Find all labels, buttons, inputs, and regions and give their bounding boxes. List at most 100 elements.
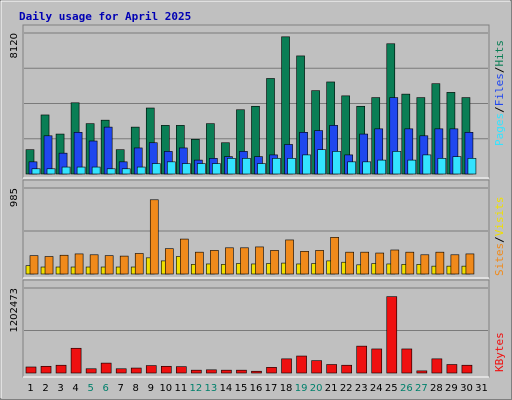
kbytes-bar-kbytes — [356, 345, 368, 374]
x-tick-label: 21 — [325, 383, 338, 394]
x-tick-label: 22 — [340, 383, 353, 394]
visits-sites-bar-sites — [360, 251, 370, 275]
pages-files-hits-bar-pages — [272, 158, 281, 175]
kbytes-bar-kbytes — [296, 355, 307, 374]
kbytes-bar-kbytes — [145, 365, 157, 374]
x-tick-label: 23 — [355, 383, 368, 394]
visits-sites-legend-entry: / — [493, 236, 506, 243]
x-tick-label: 17 — [265, 383, 278, 394]
x-tick-label: 10 — [159, 383, 172, 394]
kbytes-bar-kbytes — [130, 367, 142, 374]
x-tick-label: 7 — [118, 383, 124, 394]
pages-files-hits-legend-entry: Pages — [493, 113, 506, 146]
x-tick-label: 26 — [400, 383, 413, 394]
kbytes-bar-kbytes — [251, 370, 262, 374]
visits-sites-bar-sites — [104, 255, 114, 275]
visits-sites-bar-sites — [345, 251, 354, 275]
kbytes-bar-kbytes — [461, 364, 473, 374]
visits-sites-bar-sites — [29, 255, 39, 275]
visits-sites-bar-sites — [180, 238, 189, 275]
x-tick-label: 16 — [250, 383, 263, 394]
kbytes-bar-kbytes — [416, 370, 428, 374]
visits-sites-bar-sites — [164, 248, 174, 275]
chart-title: Daily usage for April 2025 — [19, 10, 191, 23]
kbytes-bar-kbytes — [85, 368, 97, 374]
visits-sites-legend-entry: Visits — [493, 197, 506, 237]
pages-files-hits-legend-entry: / — [493, 106, 506, 113]
pages-files-hits-bar-pages — [377, 159, 387, 175]
visits-sites-legend-entry: Sites — [493, 243, 506, 276]
x-tick-label: 4 — [72, 383, 78, 394]
pages-files-hits-bar-pages — [407, 159, 417, 175]
kbytes-bar-kbytes — [401, 348, 413, 374]
x-tick-label: 11 — [174, 383, 187, 394]
pages-files-hits-legend-entry: Hits — [493, 40, 506, 67]
visits-sites-legend: Sites/Visits — [493, 197, 506, 277]
pages-files-hits-bar-pages — [166, 161, 176, 175]
kbytes-legend: KBytes — [493, 332, 506, 372]
pages-files-hits-legend-entry: / — [493, 67, 506, 74]
visits-sites-bar-sites — [420, 254, 430, 275]
x-tick-label: 13 — [205, 383, 218, 394]
pages-files-hits-ymax-label: 8120 — [9, 33, 20, 58]
x-tick-label: 28 — [430, 383, 443, 394]
pages-files-hits-bar-pages — [91, 166, 101, 175]
pages-files-hits-bar-pages — [227, 158, 236, 175]
pages-files-hits-bar-pages — [467, 158, 477, 175]
x-tick-label: 30 — [460, 383, 473, 394]
x-tick-label: 15 — [235, 383, 248, 394]
pages-files-hits-legend-entry: Files — [493, 73, 506, 106]
visits-sites-bar-sites — [59, 254, 69, 275]
visits-sites-bar-sites — [134, 253, 144, 275]
pages-files-hits-bar-pages — [422, 154, 432, 175]
kbytes-bar-kbytes — [236, 369, 247, 374]
pages-files-hits-bar-pages — [452, 156, 462, 175]
visits-sites-bar-sites — [240, 247, 249, 275]
pages-files-hits-bar-pages — [31, 168, 41, 175]
x-tick-label: 1 — [27, 383, 33, 394]
x-tick-label: 19 — [295, 383, 308, 394]
pages-files-hits-bar-pages — [106, 168, 116, 175]
pages-files-hits-bar-files — [43, 135, 53, 175]
pages-files-hits-bar-pages — [242, 158, 251, 175]
visits-sites-bar-sites — [435, 251, 445, 275]
kbytes-bar-kbytes — [431, 358, 443, 374]
kbytes-bar-kbytes — [55, 364, 67, 374]
kbytes-bar-kbytes — [371, 348, 383, 374]
visits-sites-bar-sites — [465, 253, 475, 275]
x-axis-labels: 1 2 3 4 5 6 7 8 9 10 11 12 13 14 15 16 17 18 19 20 21 22 23 24 2… — [27, 383, 488, 394]
kbytes-bar-kbytes — [176, 366, 187, 374]
x-tick-label: 25 — [385, 383, 398, 394]
pages-files-hits-bar-pages — [317, 149, 326, 175]
x-tick-label: 3 — [57, 383, 63, 394]
pages-files-hits-bar-pages — [257, 163, 266, 175]
visits-sites-bar-sites — [149, 199, 159, 275]
visits-sites-bar-sites — [225, 247, 234, 275]
pages-files-hits-bar-pages — [392, 151, 402, 175]
kbytes-bar-kbytes — [40, 365, 52, 374]
kbytes-bar-kbytes — [311, 360, 322, 374]
kbytes-bar-kbytes — [191, 369, 202, 374]
x-tick-label: 14 — [220, 383, 233, 394]
pages-files-hits-bar-pages — [302, 154, 311, 175]
kbytes-bar-kbytes — [70, 347, 82, 374]
pages-files-hits-bar-pages — [437, 158, 447, 175]
kbytes-plot-area — [22, 279, 490, 378]
visits-sites-bar-sites — [405, 251, 415, 275]
kbytes-bar-kbytes — [386, 296, 398, 374]
kbytes-bar-kbytes — [25, 366, 37, 374]
visits-sites-bar-sites — [285, 239, 294, 275]
visits-sites-bar-sites — [270, 250, 279, 275]
x-tick-label: 18 — [280, 383, 293, 394]
kbytes-bar-kbytes — [281, 358, 292, 374]
kbytes-bar-kbytes — [221, 369, 232, 374]
x-tick-label: 5 — [87, 383, 93, 394]
kbytes-bar-kbytes — [115, 368, 127, 374]
pages-files-hits-bar-pages — [151, 163, 161, 175]
kbytes-ymax-label: 1202473 — [9, 288, 20, 333]
x-tick-label: 12 — [190, 383, 203, 394]
pages-files-hits-bar-pages — [182, 163, 191, 175]
x-tick-label: 8 — [133, 383, 139, 394]
visits-sites-bar-sites — [255, 246, 264, 275]
